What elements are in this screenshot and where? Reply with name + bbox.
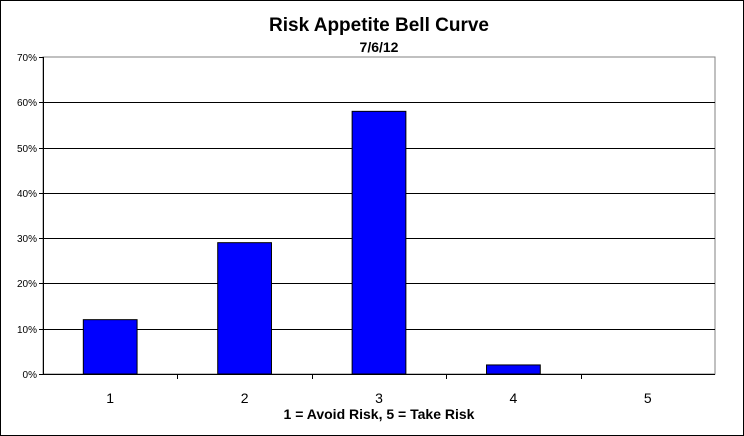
x-tick-label: 5 (644, 390, 652, 406)
y-tick-label: 60% (17, 98, 37, 109)
bars (82, 110, 541, 375)
y-axis: 0% 10% 20% 30% 40% 50% 60% 70% (17, 53, 44, 381)
y-tick-label: 70% (17, 53, 37, 64)
x-tick-label: 1 (106, 390, 114, 406)
y-tick-label: 0% (23, 370, 38, 381)
x-axis-label: 1 = Avoid Risk, 5 = Take Risk (284, 406, 475, 422)
x-tick-label: 2 (241, 390, 249, 406)
x-axis: 1 2 3 4 5 (43, 374, 715, 406)
x-tick-label: 4 (510, 390, 518, 406)
x-tick-label: 3 (375, 390, 383, 406)
y-tick-label: 40% (17, 189, 37, 200)
y-tick-label: 20% (17, 279, 37, 290)
bar (486, 364, 541, 375)
bar (82, 319, 138, 375)
bar (351, 110, 407, 375)
chart-subtitle: 7/6/12 (360, 39, 399, 55)
y-tick-label: 30% (17, 234, 37, 245)
bar (217, 242, 272, 375)
y-tick-label: 10% (17, 325, 37, 336)
y-tick-label: 50% (17, 144, 37, 155)
chart-title: Risk Appetite Bell Curve (269, 15, 489, 36)
